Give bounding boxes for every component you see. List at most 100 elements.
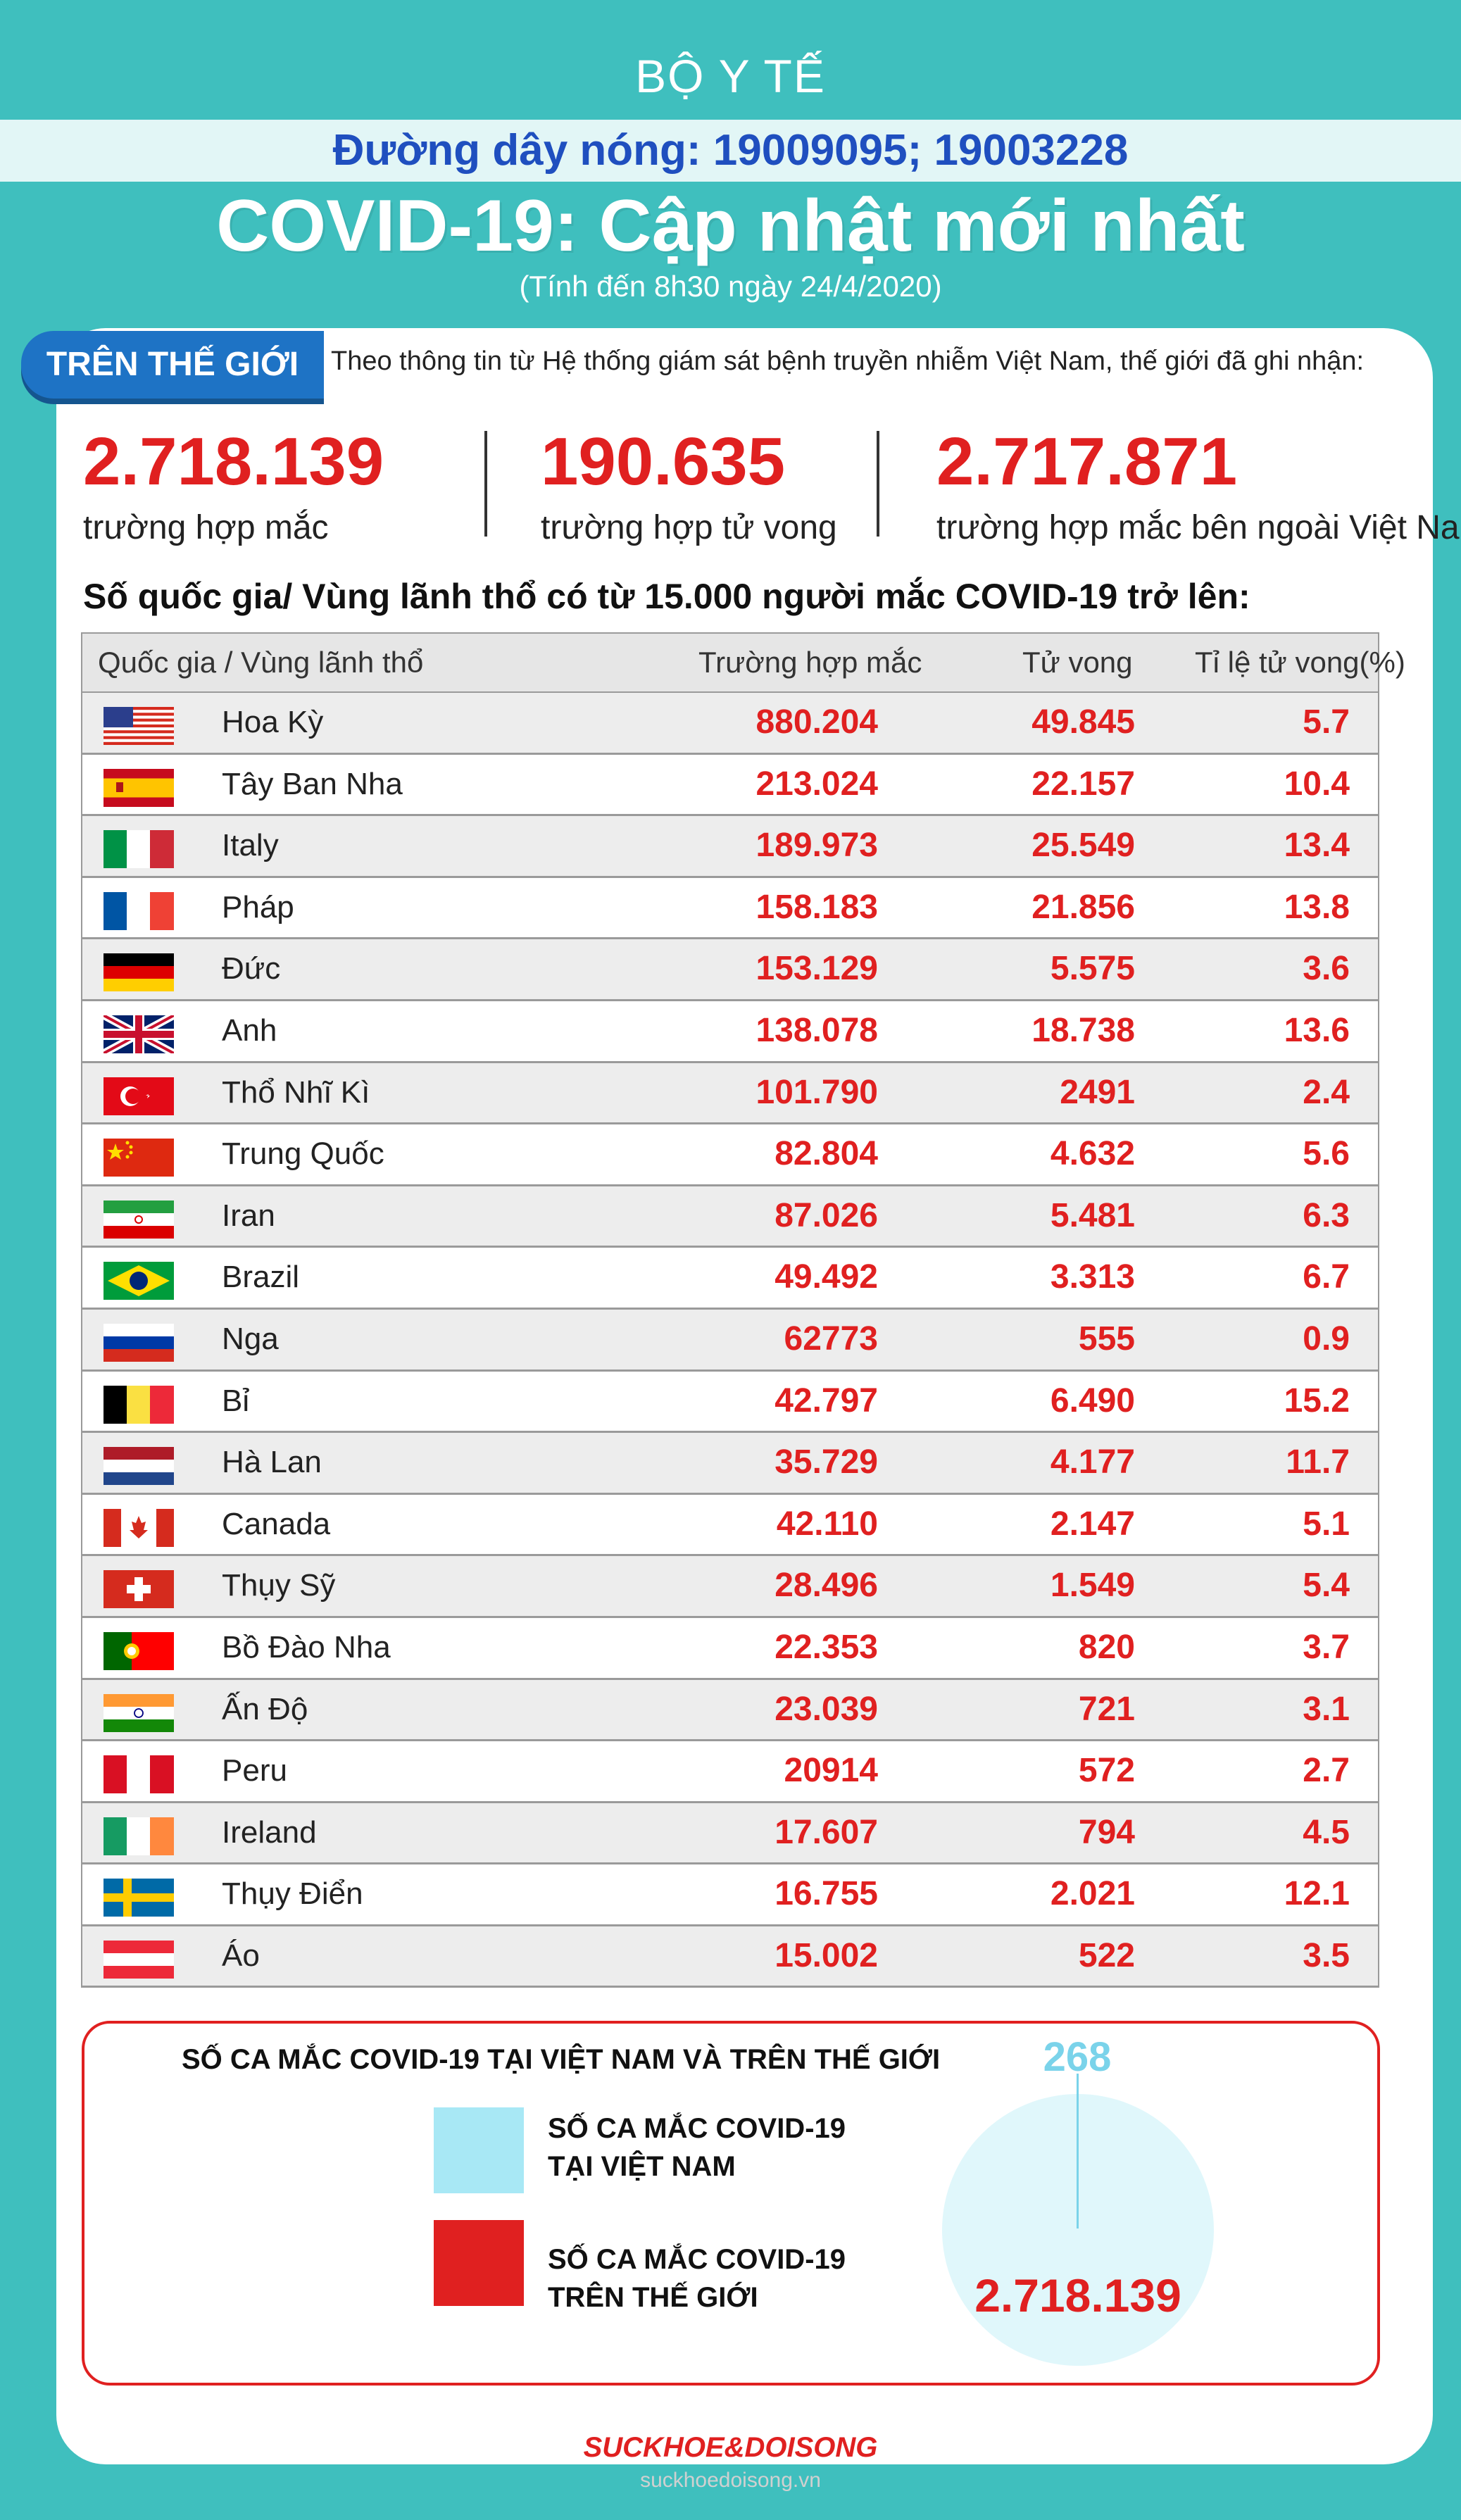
death-rate-value: 12.1 xyxy=(1284,1875,1350,1913)
stat-value: 190.635 xyxy=(541,424,786,499)
table-row: Thổ Nhĩ Kì 101.790 2491 2.4 xyxy=(82,1062,1378,1125)
canada-flag-icon xyxy=(104,1508,174,1547)
column-header-country: Quốc gia / Vùng lãnh thổ xyxy=(98,646,424,679)
iran-flag-icon xyxy=(104,1200,174,1239)
table-row: Italy 189.973 25.549 13.4 xyxy=(82,816,1378,878)
hotline-band xyxy=(0,120,1461,182)
deaths-value: 2.021 xyxy=(1050,1875,1135,1913)
netherlands-flag-icon xyxy=(104,1447,174,1486)
world-cases-value: 2.718.139 xyxy=(974,2269,1181,2321)
country-name: Ireland xyxy=(222,1814,317,1850)
cases-value: 189.973 xyxy=(755,827,878,865)
deaths-value: 5.481 xyxy=(1050,1196,1135,1234)
country-name: Pháp xyxy=(222,889,294,924)
death-rate-value: 2.4 xyxy=(1303,1073,1350,1111)
death-rate-value: 13.4 xyxy=(1284,827,1350,865)
country-name: Italy xyxy=(222,828,279,863)
stat-divider xyxy=(877,431,879,537)
organization-name: BỘ Y TẾ xyxy=(635,50,826,102)
russia-flag-icon xyxy=(104,1323,174,1362)
table-row: Nga 62773 555 0.9 xyxy=(82,1309,1378,1372)
cases-value: 82.804 xyxy=(775,1135,878,1173)
deaths-value: 5.575 xyxy=(1050,950,1135,988)
stat-label: trường hợp mắc xyxy=(83,509,329,546)
cases-value: 138.078 xyxy=(755,1011,878,1049)
cases-value: 35.729 xyxy=(775,1443,878,1481)
deaths-value: 572 xyxy=(1078,1752,1135,1790)
table-row: Tây Ban Nha 213.024 22.157 10.4 xyxy=(82,754,1378,817)
cases-value: 16.755 xyxy=(775,1875,878,1913)
death-rate-value: 6.3 xyxy=(1303,1196,1350,1234)
brazil-flag-icon xyxy=(104,1262,174,1300)
death-rate-value: 2.7 xyxy=(1303,1752,1350,1790)
table-row: Đức 153.129 5.575 3.6 xyxy=(82,939,1378,1001)
country-name: Trung Quốc xyxy=(222,1136,384,1172)
country-name: Tây Ban Nha xyxy=(222,766,403,801)
cases-value: 62773 xyxy=(784,1319,878,1358)
deaths-value: 2491 xyxy=(1060,1073,1135,1111)
world-intro-text: Theo thông tin từ Hệ thống giám sát bệnh… xyxy=(331,346,1365,376)
legend-line: SỐ CA MẮC COVID-19 xyxy=(548,2244,846,2275)
cases-value: 213.024 xyxy=(755,765,878,803)
austria-flag-icon xyxy=(104,1940,174,1979)
cases-value: 42.110 xyxy=(776,1505,878,1543)
death-rate-value: 5.1 xyxy=(1303,1505,1350,1543)
country-name: Bồ Đào Nha xyxy=(222,1629,391,1665)
deaths-value: 22.157 xyxy=(1032,765,1135,803)
table-row: Thụy Sỹ 28.496 1.549 5.4 xyxy=(82,1556,1378,1618)
sweden-flag-icon xyxy=(104,1879,174,1917)
table-row: Iran 87.026 5.481 6.3 xyxy=(82,1186,1378,1248)
death-rate-value: 5.7 xyxy=(1303,703,1350,741)
switzerland-flag-icon xyxy=(104,1570,174,1609)
table-row: Hà Lan 35.729 4.177 11.7 xyxy=(82,1433,1378,1495)
table-header: Quốc gia / Vùng lãnh thổ Trường hợp mắc … xyxy=(82,632,1405,693)
deaths-value: 4.632 xyxy=(1050,1135,1135,1173)
country-name: Đức xyxy=(222,951,281,986)
belgium-flag-icon xyxy=(104,1385,174,1424)
table-row: Hoa Kỳ 880.204 49.845 5.7 xyxy=(82,693,1378,755)
death-rate-value: 10.4 xyxy=(1284,765,1350,803)
table-row: Pháp 158.183 21.856 13.8 xyxy=(82,877,1378,940)
column-header-cases: Trường hợp mắc xyxy=(698,646,922,679)
stat-label: trường hợp tử vong xyxy=(541,509,837,546)
legend-swatch-world xyxy=(434,2220,524,2306)
publisher-logo: SUCKHOE&DOISONG xyxy=(583,2432,878,2463)
country-name: Nga xyxy=(222,1321,279,1356)
world-section-tag: TRÊN THẾ GIỚI xyxy=(21,331,324,399)
hotline: Đường dây nóng: 19009095; 19003228 xyxy=(332,126,1129,175)
country-name: Thổ Nhĩ Kì xyxy=(222,1074,370,1110)
page-title: COVID-19: Cập nhật mới nhất xyxy=(216,185,1245,267)
deaths-value: 721 xyxy=(1078,1690,1135,1728)
legend-line: SỐ CA MẮC COVID-19 xyxy=(548,2113,846,2144)
table-row: Canada 42.110 2.147 5.1 xyxy=(82,1494,1378,1557)
death-rate-value: 3.5 xyxy=(1303,1936,1350,1974)
comparison-title: SỐ CA MẮC COVID-19 TẠI VIỆT NAM VÀ TRÊN … xyxy=(182,2044,941,2075)
stat-value: 2.717.871 xyxy=(936,424,1238,499)
death-rate-value: 11.7 xyxy=(1286,1443,1350,1481)
cases-value: 20914 xyxy=(784,1752,878,1790)
legend-line: TRÊN THẾ GIỚI xyxy=(548,2282,758,2313)
death-rate-value: 3.7 xyxy=(1303,1628,1350,1666)
deaths-value: 2.147 xyxy=(1050,1505,1135,1543)
cases-value: 880.204 xyxy=(755,703,878,741)
table-row: Brazil 49.492 3.313 6.7 xyxy=(82,1248,1378,1310)
country-name: Thụy Sỹ xyxy=(222,1568,336,1603)
vietnam-cases-value: 268 xyxy=(1043,2034,1112,2080)
peru-flag-icon xyxy=(104,1755,174,1794)
deaths-value: 49.845 xyxy=(1032,703,1135,741)
cases-value: 22.353 xyxy=(775,1628,878,1666)
india-flag-icon xyxy=(104,1693,174,1732)
deaths-value: 6.490 xyxy=(1050,1381,1135,1419)
country-name: Áo xyxy=(222,1938,260,1973)
italy-flag-icon xyxy=(104,830,174,869)
country-name: Peru xyxy=(222,1753,287,1788)
death-rate-value: 5.6 xyxy=(1303,1135,1350,1173)
country-name: Hà Lan xyxy=(222,1445,322,1480)
usa-flag-icon xyxy=(104,707,174,745)
publisher-url: suckhoedoisong.vn xyxy=(640,2469,821,2492)
table-row: Bỉ 42.797 6.490 15.2 xyxy=(82,1371,1378,1434)
uk-flag-icon xyxy=(104,1015,174,1053)
deaths-value: 21.856 xyxy=(1032,888,1135,926)
cases-value: 15.002 xyxy=(775,1936,878,1974)
country-name: Canada xyxy=(222,1506,331,1541)
